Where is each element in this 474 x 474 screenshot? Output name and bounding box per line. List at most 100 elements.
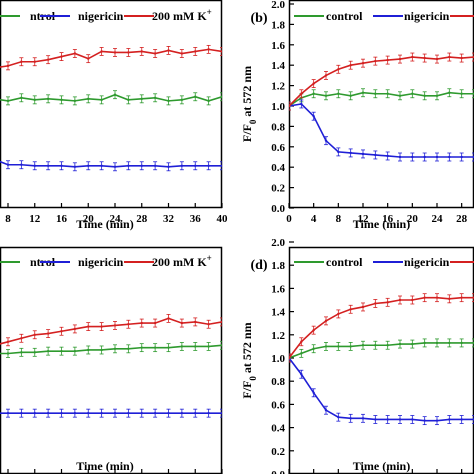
data-point	[435, 419, 439, 422]
data-point	[448, 297, 451, 301]
data-point	[300, 340, 303, 343]
data-point	[20, 411, 23, 415]
y-tick-label: 0.0	[271, 203, 285, 215]
legend-label: nigericin	[78, 255, 124, 269]
data-point	[46, 164, 50, 167]
x-tick-label: 0	[286, 213, 292, 225]
data-point	[46, 411, 50, 415]
x-tick-label: 20	[83, 213, 95, 225]
data-point	[289, 104, 291, 108]
data-point	[60, 411, 63, 415]
legend-label: 200 mM K+	[152, 253, 212, 269]
data-point	[87, 97, 90, 101]
data-point	[386, 154, 389, 158]
data-point	[220, 50, 222, 53]
legend-label: nigericin	[78, 9, 124, 23]
data-point	[194, 50, 197, 53]
data-point	[220, 95, 222, 98]
data-point	[386, 301, 389, 304]
data-point	[398, 57, 402, 61]
data-point	[207, 345, 210, 348]
data-point	[289, 356, 291, 360]
data-point	[140, 97, 143, 101]
data-point	[448, 55, 451, 59]
x-tick-label: 12	[358, 213, 370, 225]
data-point	[411, 92, 414, 95]
data-point	[460, 92, 463, 95]
legend-label: nigericin	[404, 255, 450, 269]
data-point	[60, 164, 63, 167]
data-point	[180, 411, 184, 415]
data-point	[361, 344, 365, 347]
data-point	[20, 96, 23, 99]
data-point	[167, 346, 170, 349]
data-point	[448, 91, 451, 94]
data-point	[386, 92, 389, 95]
data-point	[220, 320, 222, 324]
data-point	[374, 59, 377, 63]
data-point	[140, 411, 143, 415]
x-tick-label: 40	[217, 213, 229, 225]
plot-area	[0, 313, 222, 418]
data-point	[398, 342, 402, 346]
data-point	[207, 48, 210, 51]
data-point	[207, 99, 210, 103]
x-tick-label: 24	[432, 213, 444, 225]
data-point	[113, 51, 117, 54]
data-point	[140, 50, 143, 53]
y-tick-label: 1.6	[271, 40, 285, 52]
y-tick-label: 0.8	[271, 121, 285, 133]
data-point	[194, 411, 197, 415]
data-point	[33, 98, 36, 102]
data-point	[194, 95, 197, 98]
x-tick-label: 4	[311, 213, 317, 225]
series-line-nigericin	[289, 103, 474, 158]
data-point	[20, 163, 23, 166]
data-point	[46, 349, 50, 353]
x-tick-label: 8	[5, 213, 11, 225]
y-tick-label: 1.0	[271, 353, 285, 365]
y-tick-label: 1.8	[271, 260, 285, 272]
data-point	[220, 344, 222, 347]
data-point	[127, 347, 130, 351]
series-line-red	[289, 296, 474, 359]
data-point	[6, 163, 10, 166]
data-point	[423, 155, 426, 159]
series-line-control	[0, 344, 222, 355]
data-point	[207, 411, 210, 415]
data-point	[386, 58, 389, 62]
data-point	[220, 164, 222, 167]
y-tick-label: 1.8	[271, 19, 285, 31]
data-point	[127, 411, 130, 415]
x-tick-label: 36	[190, 213, 202, 225]
data-point	[33, 60, 36, 63]
data-point	[337, 415, 340, 419]
data-point	[220, 411, 222, 415]
data-point	[460, 341, 463, 345]
data-point	[153, 96, 157, 99]
data-point	[87, 411, 90, 415]
data-point	[386, 418, 389, 421]
legend-label: control	[326, 9, 363, 23]
data-point	[153, 411, 157, 415]
data-point	[337, 92, 340, 95]
data-point	[435, 296, 439, 299]
data-point	[361, 61, 365, 65]
data-point	[127, 323, 130, 326]
plot-area	[289, 52, 474, 162]
data-point	[194, 345, 197, 348]
data-point	[73, 411, 77, 415]
plot-area	[0, 44, 222, 172]
data-point	[207, 323, 210, 326]
data-point	[312, 115, 315, 118]
panel-d: 04812162024280.00.20.40.60.81.01.21.41.6…	[240, 237, 474, 474]
data-point	[361, 417, 365, 420]
data-point	[33, 411, 36, 415]
data-point	[411, 298, 414, 302]
data-point	[100, 348, 103, 352]
data-point	[300, 92, 303, 95]
data-point	[6, 99, 10, 103]
data-point	[337, 150, 340, 154]
y-tick-label: 0.6	[271, 142, 285, 154]
